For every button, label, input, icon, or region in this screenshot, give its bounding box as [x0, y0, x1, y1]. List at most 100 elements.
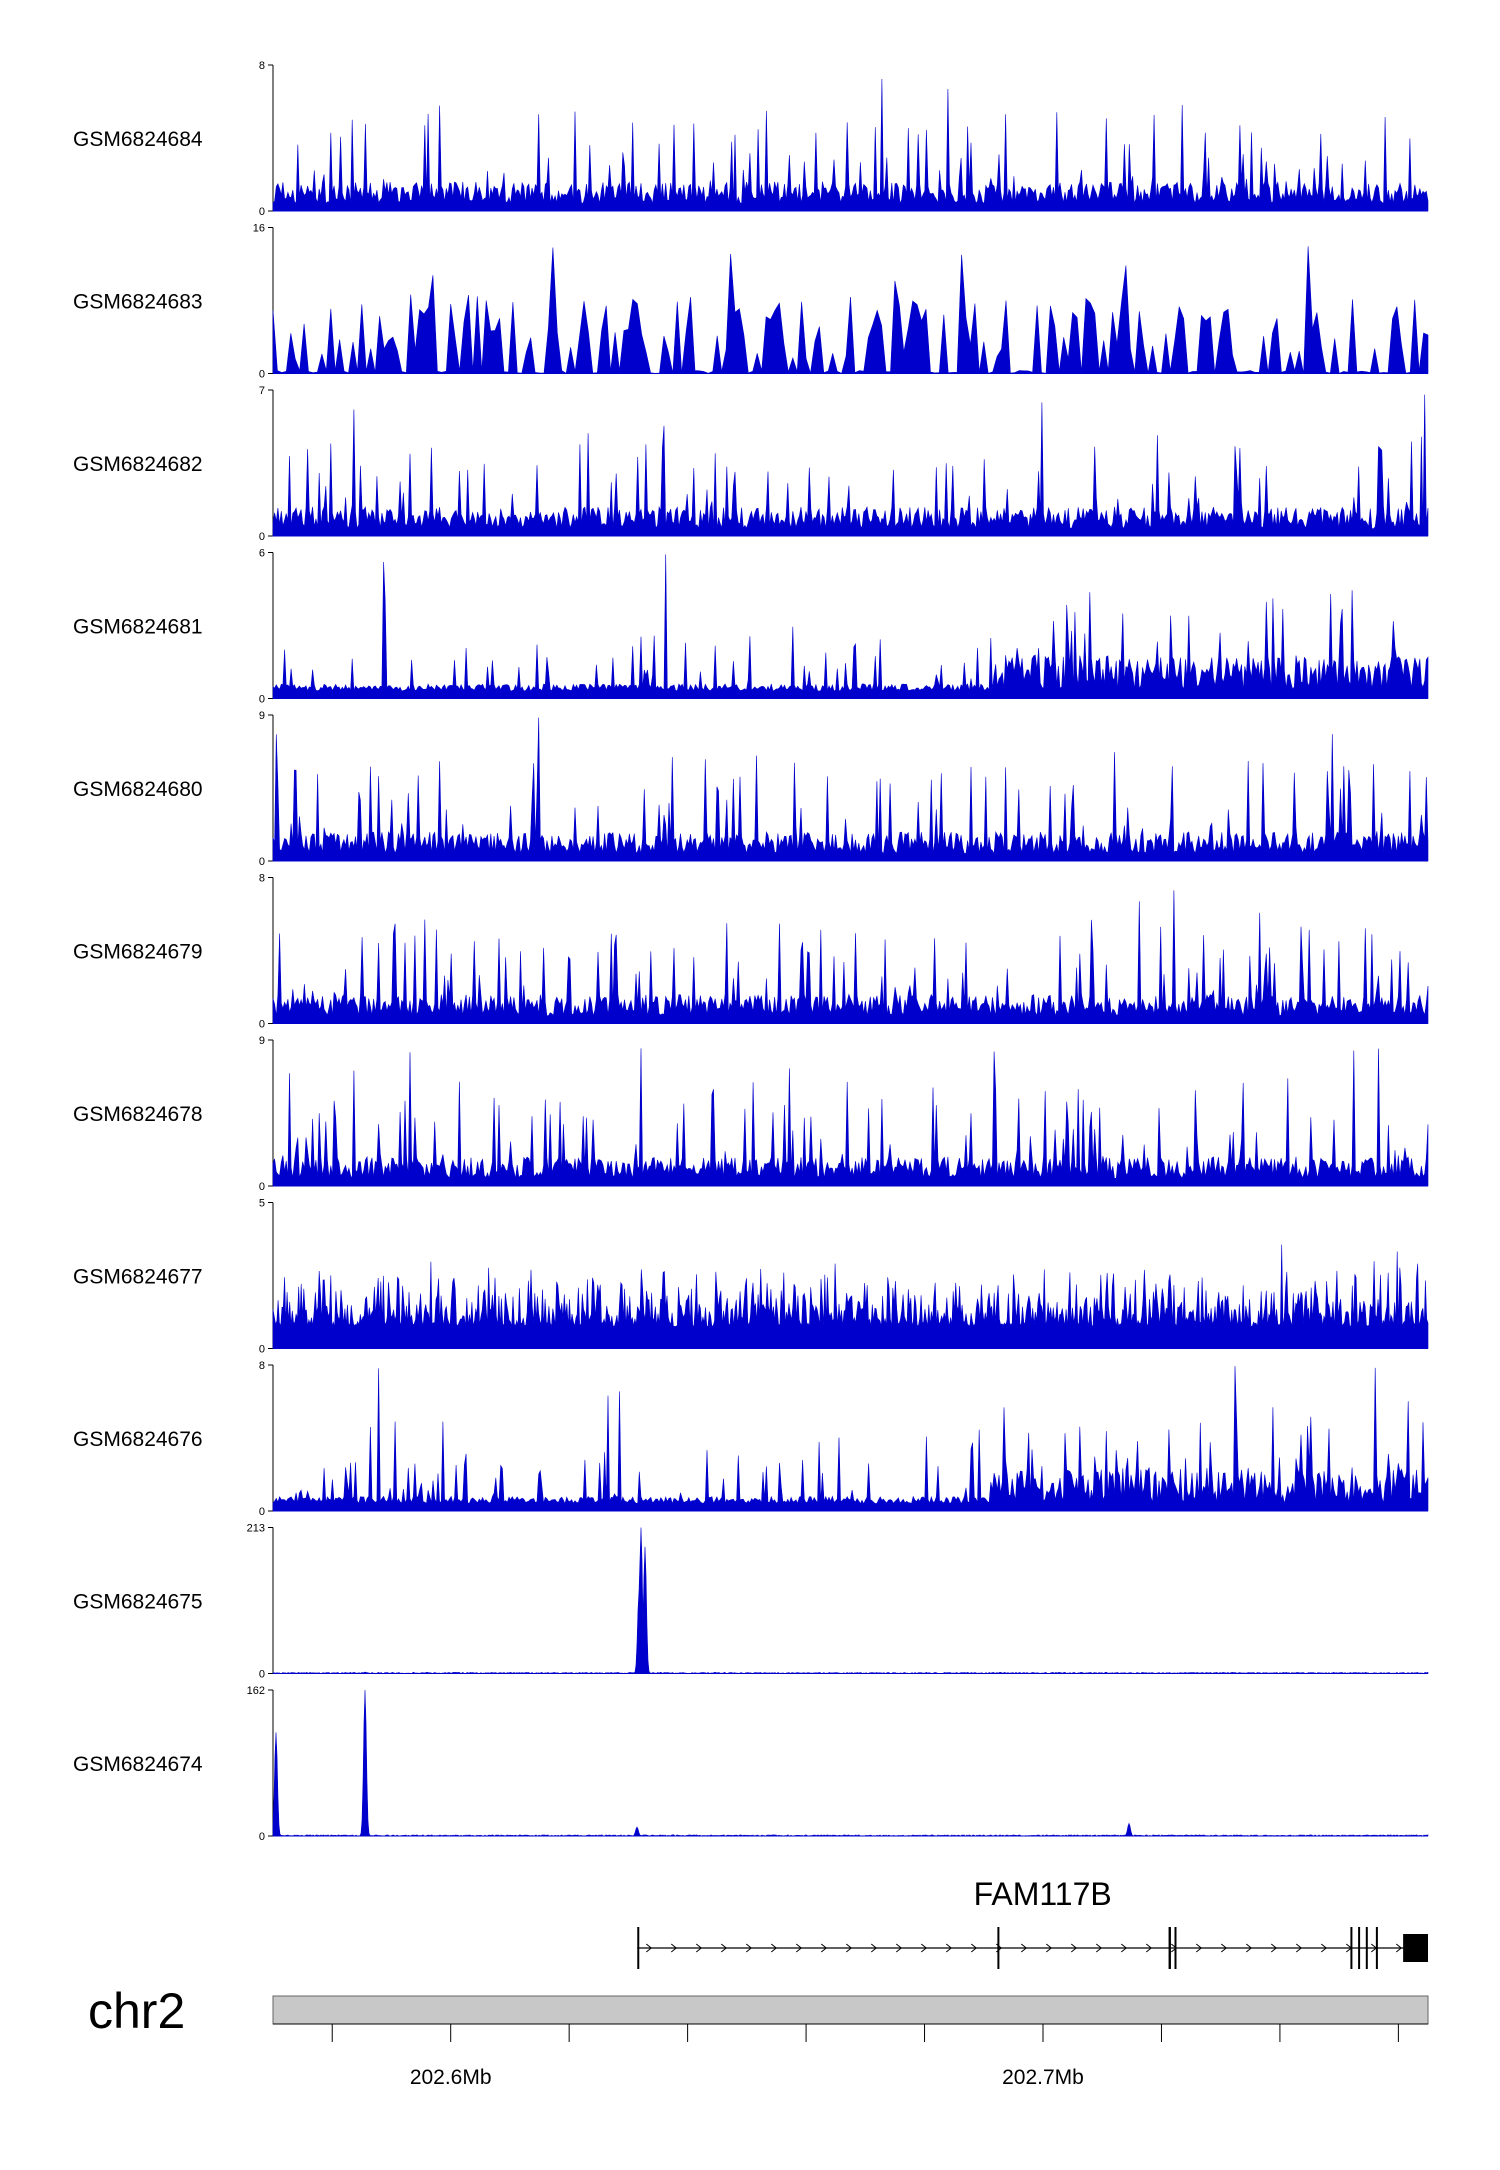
- exon: [997, 1927, 1000, 1969]
- exon: [1350, 1927, 1353, 1969]
- exon: [1375, 1927, 1378, 1969]
- strand-arrow: [1220, 1943, 1228, 1953]
- track-label: GSM6824681: [73, 616, 203, 639]
- y-tick-label-max: 6: [259, 548, 265, 560]
- track-label: GSM6824678: [73, 1103, 203, 1126]
- y-tick-label-max: 9: [259, 710, 265, 722]
- strand-arrow: [920, 1943, 928, 1953]
- strand-arrow: [695, 1943, 703, 1953]
- track-GSM6824678: GSM6824678 9 0: [73, 1035, 1429, 1193]
- track-GSM6824684: GSM6824684 8 0: [73, 60, 1429, 218]
- x-tick-label: 202.7Mb: [1002, 2066, 1084, 2089]
- strand-arrow: [1395, 1943, 1403, 1953]
- gene-annotation-track: FAM117B: [637, 1876, 1428, 1969]
- exon: [1168, 1927, 1171, 1969]
- track-label: GSM6824679: [73, 941, 203, 964]
- track-label: GSM6824683: [73, 291, 203, 314]
- chromosome-ideogram: chr2 202.6Mb 202.7Mb: [88, 1983, 1429, 2089]
- signal-area: [272, 1527, 1429, 1674]
- y-tick-label-max: 9: [259, 1035, 265, 1047]
- chromosome-band: [272, 1995, 1429, 2025]
- track-GSM6824680: GSM6824680 9 0: [73, 710, 1429, 868]
- y-tick-label-max: 5: [259, 1198, 265, 1210]
- signal-area: [272, 394, 1429, 537]
- track-GSM6824677: GSM6824677 5 0: [73, 1198, 1429, 1356]
- exon: [1403, 1934, 1428, 1962]
- exon: [1174, 1927, 1177, 1969]
- strand-arrow: [870, 1943, 878, 1953]
- strand-arrow: [745, 1943, 753, 1953]
- exon: [1365, 1927, 1368, 1969]
- strand-arrow: [1295, 1943, 1303, 1953]
- y-tick-label-max: 16: [253, 223, 265, 235]
- track-GSM6824682: GSM6824682 7 0: [73, 385, 1429, 543]
- track-label: GSM6824677: [73, 1266, 203, 1289]
- track-GSM6824676: GSM6824676 8 0: [73, 1360, 1429, 1518]
- track-GSM6824674: GSM6824674 162 0: [73, 1685, 1429, 1843]
- y-tick-label-max: 7: [259, 385, 265, 397]
- signal-area: [272, 1366, 1429, 1512]
- gene-FAM117B[interactable]: FAM117B: [637, 1876, 1428, 1969]
- y-tick-label-max: 8: [259, 873, 265, 885]
- strand-arrow: [770, 1943, 778, 1953]
- y-tick-label-min: 0: [259, 531, 265, 543]
- y-tick-label-min: 0: [259, 1506, 265, 1518]
- strand-arrow: [820, 1943, 828, 1953]
- y-tick-label-max: 162: [247, 1685, 265, 1697]
- exon: [1358, 1927, 1361, 1969]
- y-tick-label-min: 0: [259, 1669, 265, 1681]
- y-tick-label-max: 8: [259, 60, 265, 72]
- signal-area: [272, 1244, 1429, 1349]
- y-tick-label-min: 0: [259, 1344, 265, 1356]
- track-label: GSM6824684: [73, 128, 203, 151]
- y-tick-label-max: 8: [259, 1360, 265, 1372]
- y-tick-label-min: 0: [259, 1019, 265, 1031]
- track-label: GSM6824682: [73, 453, 203, 476]
- track-GSM6824681: GSM6824681 6 0: [73, 548, 1429, 706]
- signal-area: [272, 246, 1429, 374]
- signal-area: [272, 1048, 1429, 1187]
- strand-arrow: [895, 1943, 903, 1953]
- strand-arrow: [1045, 1943, 1053, 1953]
- x-tick-label: 202.6Mb: [410, 2066, 492, 2089]
- y-tick-label-min: 0: [259, 206, 265, 218]
- y-tick-label-min: 0: [259, 1181, 265, 1193]
- track-label: GSM6824675: [73, 1591, 203, 1614]
- strand-arrow: [795, 1943, 803, 1953]
- strand-arrow: [1195, 1943, 1203, 1953]
- track-GSM6824679: GSM6824679 8 0: [73, 873, 1429, 1031]
- strand-arrow: [1245, 1943, 1253, 1953]
- y-tick-label-max: 213: [247, 1523, 265, 1535]
- track-GSM6824675: GSM6824675 213 0: [73, 1523, 1429, 1681]
- signal-area: [272, 717, 1429, 862]
- strand-arrow: [1020, 1943, 1028, 1953]
- track-label: GSM6824680: [73, 778, 203, 801]
- strand-arrow: [1070, 1943, 1078, 1953]
- strand-arrow: [1120, 1943, 1128, 1953]
- strand-arrow: [1095, 1943, 1103, 1953]
- y-tick-label-min: 0: [259, 369, 265, 381]
- signal-tracks: GSM682468480GSM6824683160GSM682468270GSM…: [73, 60, 1429, 1843]
- y-tick-label-min: 0: [259, 694, 265, 706]
- strand-arrow: [720, 1943, 728, 1953]
- signal-area: [272, 890, 1429, 1024]
- exon: [637, 1927, 640, 1969]
- strand-arrow: [1320, 1943, 1328, 1953]
- track-label: GSM6824674: [73, 1753, 203, 1776]
- strand-arrow: [1145, 1943, 1153, 1953]
- signal-area: [272, 554, 1429, 699]
- strand-arrow: [670, 1943, 678, 1953]
- signal-area: [272, 1689, 1429, 1837]
- strand-arrow: [645, 1943, 653, 1953]
- track-label: GSM6824676: [73, 1428, 203, 1451]
- strand-arrow: [1270, 1943, 1278, 1953]
- strand-arrow: [970, 1943, 978, 1953]
- strand-arrow: [845, 1943, 853, 1953]
- gene-name-label: FAM117B: [974, 1876, 1112, 1912]
- track-GSM6824683: GSM6824683 16 0: [73, 223, 1429, 381]
- y-tick-label-min: 0: [259, 1831, 265, 1843]
- y-tick-label-min: 0: [259, 856, 265, 868]
- chromosome-label: chr2: [88, 1983, 185, 2039]
- signal-area: [272, 78, 1429, 212]
